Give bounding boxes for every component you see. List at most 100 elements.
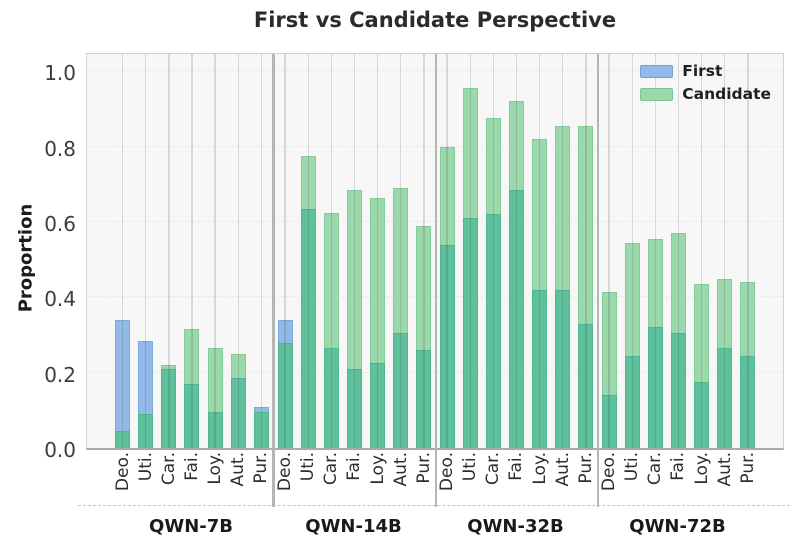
x-gridline [260,54,263,448]
chart-title: First vs Candidate Perspective [253,8,617,32]
legend: First Candidate [640,62,771,103]
x-gridline [330,54,333,448]
x-gridline [423,54,425,448]
x-tick-label: Aut. [553,452,573,486]
bar-group-qwn-32b: Deo. Uti. Car. Fai. Loy. Aut. Pur. [436,54,598,491]
overlap-segment [300,208,316,448]
group-label-qwn-72b: QWN-72B [629,516,726,537]
x-tick-label: Uti. [298,452,318,481]
x-tick-label: Loy. [205,452,225,485]
bar-cell: Deo. [274,54,297,491]
x-tick-label: Aut. [391,452,411,486]
x-tick-label: Deo. [113,452,133,491]
legend-swatch-candidate [640,87,674,101]
x-tick-text: Uti. [460,452,481,482]
bar-cell: Loy. [528,54,551,485]
overlap-segment [346,368,362,448]
overlap-segment [601,395,617,448]
bar-qwn-14b-pur [416,225,432,448]
x-tick-text: Fai. [344,452,365,481]
overlap-segment [647,327,663,448]
x-gridline [353,54,356,448]
x-tick-label: Uti. [622,452,642,481]
bar-cell: Uti. [297,54,320,481]
x-gridline [608,54,610,448]
bar-qwn-32b-loy [532,139,548,448]
x-tick-label: Pur. [251,452,271,484]
x-tick-label: Uti. [136,452,156,481]
overlap-segment [555,289,571,448]
bar-cell: Uti. [621,54,644,481]
bar-qwn-14b-loy [370,197,386,448]
bar-qwn-7b-aut [230,353,246,448]
x-tick-text: Loy. [367,452,388,485]
y-tick-label: 0.2 [44,362,76,387]
x-tick-label: Loy. [368,452,388,485]
x-tick-label: Loy. [530,452,550,485]
bar-cell: Deo. [111,54,134,491]
x-tick-label: Deo. [437,452,457,491]
x-tick-text: Car. [483,452,504,486]
bar-qwn-72b-pur [740,282,756,448]
bar-qwn-32b-aut [555,125,571,448]
x-tick-text: Deo. [437,452,458,492]
x-tick-label: Pur. [414,452,434,484]
bar-qwn-7b-uti [138,340,154,448]
x-tick-label: Fai. [344,452,364,481]
overlap-segment [578,323,594,448]
x-tick-text: Deo. [112,452,133,492]
bar-cell: Car. [320,54,343,485]
overlap-segment [624,355,640,448]
bar-cell: Fai. [343,54,366,481]
x-gridline [585,54,587,448]
overlap-segment [694,382,710,448]
x-tick-label: Pur. [738,452,758,484]
x-tick-label: Pur. [576,452,596,484]
bar-qwn-32b-uti [462,88,478,448]
x-gridline [515,54,518,448]
overlap-segment [439,244,455,448]
y-tick-label: 0.4 [44,287,76,312]
group-axis-dashed-line [78,505,790,506]
x-tick-text: Car. [645,452,666,486]
x-tick-text: Pur. [575,452,596,484]
overlap-segment [670,333,686,448]
overlap-segment [323,348,339,448]
x-gridline [376,54,379,448]
bar-cell: Pur. [250,54,273,484]
bar-cell: Loy. [690,54,713,485]
group-label-qwn-32b: QWN-32B [467,516,564,537]
bar-cell: Aut. [551,54,574,486]
bar-qwn-14b-aut [393,188,409,448]
bar-qwn-72b-fai [670,233,686,448]
legend-label-first: First [682,62,723,80]
x-tick-text: Fai. [668,452,689,481]
bar-qwn-14b-car [323,212,339,448]
x-gridline [492,54,495,448]
group-separator [596,54,599,507]
x-gridline [446,54,448,448]
x-tick-text: Car. [321,452,342,486]
x-tick-text: Uti. [135,452,156,482]
legend-item-candidate: Candidate [640,86,771,103]
x-tick-text: Aut. [714,452,735,487]
x-gridline [145,54,147,448]
x-tick-text: Aut. [552,452,573,487]
x-tick-text: Car. [158,452,179,486]
overlap-segment [115,431,131,448]
x-gridline [400,54,402,448]
bar-qwn-32b-deo [439,146,455,448]
x-gridline [700,54,703,448]
bar-qwn-72b-loy [694,284,710,448]
group-separator [272,54,275,507]
x-gridline [538,54,541,448]
bar-qwn-14b-fai [346,189,362,448]
x-tick-label: Deo. [275,452,295,491]
x-gridline [724,54,726,448]
overlap-segment [253,412,269,448]
x-tick-text: Pur. [413,452,434,484]
y-tick-label: 0.6 [44,211,76,236]
x-tick-text: Fai. [506,452,527,481]
x-gridline [469,54,471,448]
bar-cell: Aut. [713,54,736,486]
